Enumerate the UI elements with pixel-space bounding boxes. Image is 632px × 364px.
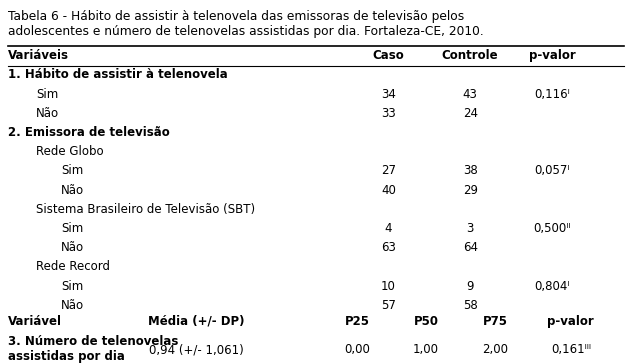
Text: 10: 10 <box>381 280 396 293</box>
Text: P25: P25 <box>344 314 369 328</box>
Text: Variáveis: Variáveis <box>8 50 69 62</box>
Text: 0,94 (+/- 1,061): 0,94 (+/- 1,061) <box>149 344 244 356</box>
Text: P50: P50 <box>413 314 439 328</box>
Text: Rede Record: Rede Record <box>36 260 110 273</box>
Text: 4: 4 <box>385 222 392 235</box>
Text: 38: 38 <box>463 165 478 177</box>
Text: 64: 64 <box>463 241 478 254</box>
Text: 0,804ᴵ: 0,804ᴵ <box>534 280 569 293</box>
Text: Sim: Sim <box>61 222 83 235</box>
Text: 0,161ᴵᴵᴵ: 0,161ᴵᴵᴵ <box>551 344 591 356</box>
Text: Média (+/- DP): Média (+/- DP) <box>148 314 245 328</box>
Text: Sistema Brasileiro de Televisão (SBT): Sistema Brasileiro de Televisão (SBT) <box>36 203 255 216</box>
Text: Rede Globo: Rede Globo <box>36 145 104 158</box>
Text: 2,00: 2,00 <box>482 344 508 356</box>
Text: 29: 29 <box>463 183 478 197</box>
Text: Não: Não <box>36 107 59 120</box>
Text: Variável: Variável <box>8 314 62 328</box>
Text: Sim: Sim <box>61 280 83 293</box>
Text: 33: 33 <box>381 107 396 120</box>
Text: Tabela 6 - Hábito de assistir à telenovela das emissoras de televisão pelos
adol: Tabela 6 - Hábito de assistir à telenove… <box>8 10 483 38</box>
Text: p-valor: p-valor <box>547 314 594 328</box>
Text: Controle: Controle <box>442 50 499 62</box>
Text: 63: 63 <box>381 241 396 254</box>
Text: 34: 34 <box>381 88 396 100</box>
Text: 3. Número de telenovelas
assistidas por dia: 3. Número de telenovelas assistidas por … <box>8 335 178 363</box>
Text: P75: P75 <box>483 314 508 328</box>
Text: 40: 40 <box>381 183 396 197</box>
Text: 0,00: 0,00 <box>344 344 370 356</box>
Text: 1,00: 1,00 <box>413 344 439 356</box>
Text: 9: 9 <box>466 280 474 293</box>
Text: 2. Emissora de televisão: 2. Emissora de televisão <box>8 126 169 139</box>
Text: 0,500ᴵᴵ: 0,500ᴵᴵ <box>533 222 571 235</box>
Text: 27: 27 <box>381 165 396 177</box>
Text: 43: 43 <box>463 88 478 100</box>
Text: 3: 3 <box>466 222 474 235</box>
Text: Não: Não <box>61 183 84 197</box>
Text: Caso: Caso <box>372 50 404 62</box>
Text: 57: 57 <box>381 299 396 312</box>
Text: p-valor: p-valor <box>528 50 575 62</box>
Text: Sim: Sim <box>36 88 58 100</box>
Text: 1. Hábito de assistir à telenovela: 1. Hábito de assistir à telenovela <box>8 68 228 81</box>
Text: Sim: Sim <box>61 165 83 177</box>
Text: Não: Não <box>61 299 84 312</box>
Text: 0,116ᴵ: 0,116ᴵ <box>534 88 570 100</box>
Text: 24: 24 <box>463 107 478 120</box>
Text: Não: Não <box>61 241 84 254</box>
Text: 0,057ᴵ: 0,057ᴵ <box>534 165 569 177</box>
Text: 58: 58 <box>463 299 478 312</box>
